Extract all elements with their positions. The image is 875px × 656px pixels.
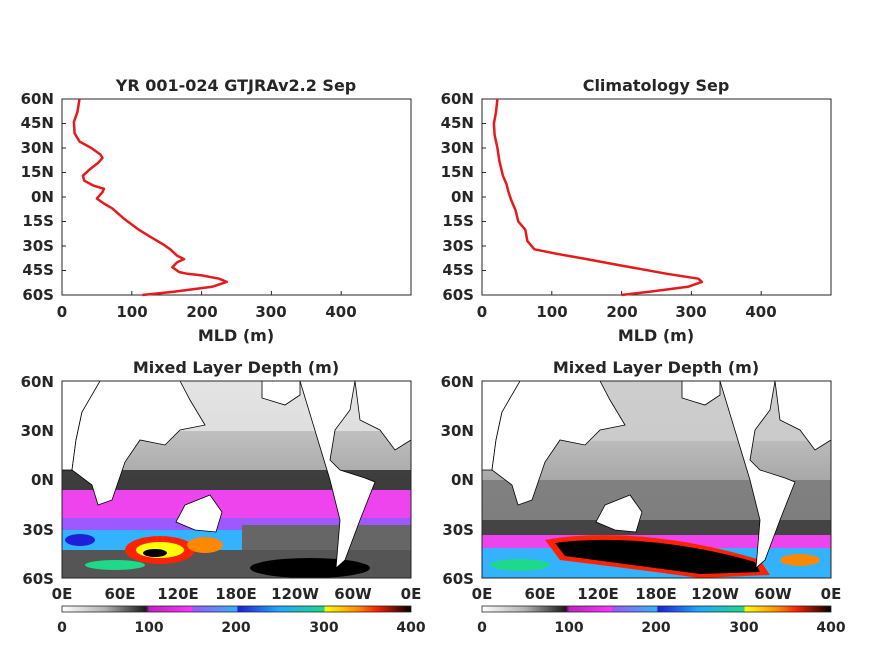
x-tick-label: 100 <box>116 303 147 321</box>
colorbar-tick-label: 400 <box>816 620 845 636</box>
colorbar <box>61 605 412 613</box>
colorbar-tick-label: 0 <box>57 620 67 636</box>
axis-ticks <box>61 98 342 296</box>
x-tick-label: 100 <box>536 303 567 321</box>
x-tick-labels: 0 100 200 300 400 <box>57 303 357 321</box>
x-tick-labels: 0E 60E 120E 180E 120W 60W 0E <box>472 585 842 603</box>
x-tick-label: 300 <box>255 303 286 321</box>
x-tick-label: 200 <box>186 303 217 321</box>
mld-profile-line <box>72 98 228 297</box>
x-axis-label: MLD (m) <box>618 326 694 345</box>
profile-title: Climatology Sep <box>583 76 730 95</box>
x-tick-label: 120W <box>691 585 739 603</box>
colorbar-tick-label: 300 <box>309 620 338 636</box>
y-tick-label: 45N <box>21 114 54 132</box>
x-tick-label: 0E <box>821 585 842 603</box>
y-tick-labels: 60N 45N 30N 15N 0N 15S 30S 45S 60S <box>441 90 474 304</box>
y-tick-label: 60S <box>442 570 474 588</box>
colorbar-tick-label: 300 <box>729 620 758 636</box>
mld-profile-line <box>492 98 704 297</box>
y-tick-label: 60N <box>21 90 54 108</box>
map-panel-right: Mixed Layer Depth (m) 60N 30N 0N 30S <box>441 358 846 636</box>
x-tick-label: 180E <box>635 585 677 603</box>
y-tick-label: 30S <box>22 237 54 255</box>
x-tick-label: 60E <box>104 585 135 603</box>
mld-heatmap <box>482 381 831 578</box>
y-tick-label: 15N <box>21 163 54 181</box>
x-tick-label: 200 <box>606 303 637 321</box>
x-tick-label: 400 <box>325 303 356 321</box>
y-tick-label: 0N <box>31 188 54 206</box>
colorbar-tick-label: 200 <box>641 620 670 636</box>
colorbar-tick-labels: 0 100 200 300 400 <box>477 620 846 636</box>
x-tick-label: 180E <box>215 585 257 603</box>
colorbar-tick-label: 0 <box>477 620 487 636</box>
x-tick-label: 300 <box>675 303 706 321</box>
y-tick-labels: 60N 45N 30N 15N 0N 15S 30S 45S 60S <box>21 90 54 304</box>
colorbar <box>481 605 832 613</box>
x-tick-label: 0E <box>401 585 422 603</box>
y-tick-label: 15S <box>442 212 474 230</box>
x-tick-label: 0E <box>472 585 493 603</box>
x-tick-label: 120W <box>271 585 319 603</box>
x-tick-label: 0E <box>52 585 73 603</box>
map-frame <box>481 380 832 579</box>
y-tick-label: 60N <box>21 373 54 391</box>
map-title: Mixed Layer Depth (m) <box>133 358 339 377</box>
y-tick-label: 15N <box>441 163 474 181</box>
mld-heatmap <box>62 381 411 578</box>
y-tick-label: 30N <box>21 422 54 440</box>
x-tick-label: 0 <box>477 303 487 321</box>
map-frame <box>61 380 412 579</box>
plot-area <box>481 98 832 296</box>
y-tick-labels: 60N 30N 0N 30S 60S <box>441 373 474 588</box>
profile-title: YR 001-024 GTJRAv2.2 Sep <box>115 76 357 95</box>
colorbar-tick-label: 100 <box>134 620 163 636</box>
x-tick-label: 120E <box>577 585 619 603</box>
y-tick-label: 60N <box>441 90 474 108</box>
colorbar-tick-label: 100 <box>554 620 583 636</box>
x-tick-label: 120E <box>157 585 199 603</box>
map-title: Mixed Layer Depth (m) <box>553 358 759 377</box>
y-tick-label: 30N <box>441 139 474 157</box>
y-tick-label: 30S <box>442 237 474 255</box>
y-tick-label: 45S <box>22 261 54 279</box>
plot-area <box>61 98 412 296</box>
y-tick-label: 60S <box>442 286 474 304</box>
x-tick-label: 400 <box>745 303 776 321</box>
profile-panel-right: Climatology Sep 60N 45N 30N 15N 0N 15S 3… <box>441 76 832 345</box>
x-axis-label: MLD (m) <box>198 326 274 345</box>
y-tick-label: 0N <box>451 471 474 489</box>
colorbar-tick-label: 400 <box>396 620 425 636</box>
axis-ticks <box>481 98 762 296</box>
y-tick-label: 30N <box>441 422 474 440</box>
profile-panel-left: YR 001-024 GTJRAv2.2 Sep 60N 45N 30N 15N… <box>21 76 412 345</box>
y-tick-label: 60N <box>441 373 474 391</box>
y-tick-label: 0N <box>451 188 474 206</box>
x-tick-label: 60E <box>524 585 555 603</box>
x-tick-label: 0 <box>57 303 67 321</box>
x-tick-label: 60W <box>754 585 792 603</box>
y-tick-labels: 60N 30N 0N 30S 60S <box>21 373 54 588</box>
map-panel-left: Mixed Layer Depth (m) <box>21 358 426 636</box>
y-tick-label: 45S <box>442 261 474 279</box>
y-tick-label: 60S <box>22 286 54 304</box>
x-tick-labels: 0 100 200 300 400 <box>477 303 777 321</box>
colorbar-tick-labels: 0 100 200 300 400 <box>57 620 426 636</box>
y-tick-label: 45N <box>441 114 474 132</box>
y-tick-label: 30S <box>442 521 474 539</box>
y-tick-label: 60S <box>22 570 54 588</box>
y-tick-label: 15S <box>22 212 54 230</box>
x-tick-labels: 0E 60E 120E 180E 120W 60W 0E <box>52 585 422 603</box>
x-tick-label: 60W <box>334 585 372 603</box>
y-tick-label: 30S <box>22 521 54 539</box>
y-tick-label: 30N <box>21 139 54 157</box>
y-tick-label: 0N <box>31 471 54 489</box>
colorbar-tick-label: 200 <box>221 620 250 636</box>
